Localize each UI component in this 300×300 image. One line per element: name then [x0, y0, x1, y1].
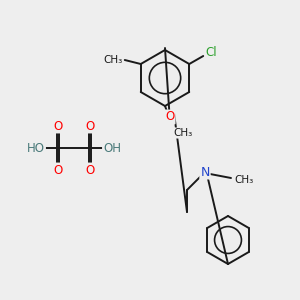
Text: CH₃: CH₃	[173, 128, 192, 138]
Text: N: N	[200, 166, 210, 178]
Text: CH₃: CH₃	[103, 55, 123, 65]
Text: OH: OH	[103, 142, 121, 154]
Text: O: O	[53, 164, 63, 176]
Text: CH₃: CH₃	[234, 175, 253, 185]
Text: HO: HO	[27, 142, 45, 154]
Text: O: O	[165, 110, 175, 124]
Text: O: O	[53, 119, 63, 133]
Text: Cl: Cl	[206, 46, 217, 59]
Text: O: O	[85, 119, 94, 133]
Text: O: O	[85, 164, 94, 176]
